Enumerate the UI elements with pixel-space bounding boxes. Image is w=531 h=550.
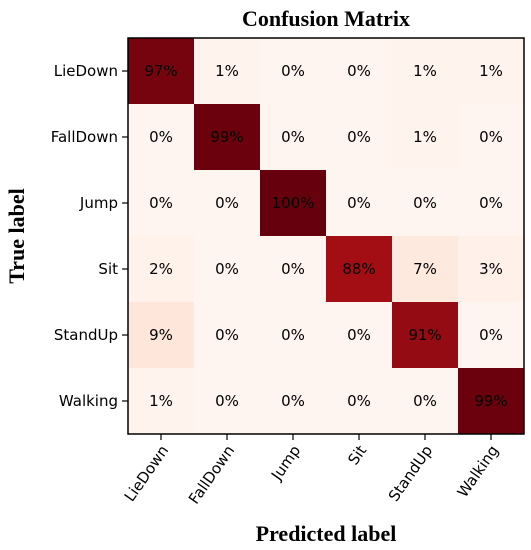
heatmap-cell: [260, 236, 327, 303]
cell-value-label: 0%: [215, 326, 239, 344]
x-axis-label: Predicted label: [256, 521, 397, 546]
cell-value-label: 0%: [281, 260, 305, 278]
heatmap-cell: [128, 236, 195, 303]
plot-frame: [127, 37, 525, 435]
heatmap-cell: [128, 368, 195, 435]
cell-value-label: 0%: [413, 194, 437, 212]
cell-value-label: 99%: [210, 128, 243, 146]
cell-value-label: 88%: [342, 260, 375, 278]
cell-value-label: 1%: [479, 62, 503, 80]
cell-value-label: 0%: [347, 326, 371, 344]
heatmap-cell: [458, 104, 525, 171]
heatmap-cell: [326, 104, 393, 171]
y-tick-label: Jump: [79, 194, 118, 212]
heatmap-cell: [326, 302, 393, 369]
heatmap-cell: [194, 302, 261, 369]
heatmap-cell: [392, 38, 459, 105]
heatmap-cell: [458, 368, 525, 435]
cell-value-label: 9%: [149, 326, 173, 344]
cell-value-label: 0%: [215, 392, 239, 410]
y-axis-label: True label: [4, 188, 29, 284]
cell-value-label: 1%: [215, 62, 239, 80]
x-tick-label: StandUp: [385, 442, 437, 505]
heatmap-cell: [260, 38, 327, 105]
y-tick-label: FallDown: [51, 128, 118, 146]
x-tick-label: Walking: [454, 442, 503, 501]
cell-value-label: 0%: [149, 128, 173, 146]
cell-value-label: 0%: [413, 392, 437, 410]
heatmap-cell: [458, 302, 525, 369]
cell-value-label: 0%: [347, 128, 371, 146]
heatmap-cell: [392, 302, 459, 369]
heatmap-cell: [194, 368, 261, 435]
cell-value-label: 7%: [413, 260, 437, 278]
heatmap-cells: [128, 38, 525, 435]
cell-value-label: 0%: [479, 326, 503, 344]
x-tick-label: FallDown: [185, 442, 238, 507]
x-tick-label: LieDown: [121, 442, 173, 505]
y-tick-label: StandUp: [54, 326, 118, 344]
x-axis-ticks: LieDown FallDown Jump Sit StandUp Walking: [121, 434, 503, 507]
x-tick-label: Sit: [344, 442, 370, 468]
cell-value-label: 3%: [479, 260, 503, 278]
x-tick-label: Jump: [267, 442, 304, 484]
cell-value-label: 97%: [144, 62, 177, 80]
heatmap-cell: [392, 170, 459, 237]
heatmap-cell: [194, 38, 261, 105]
heatmap-cell: [326, 170, 393, 237]
heatmap-cell: [326, 368, 393, 435]
heatmap-cell: [458, 236, 525, 303]
y-tick-label: Walking: [59, 392, 118, 410]
cell-value-label: 0%: [281, 392, 305, 410]
heatmap-cell: [326, 38, 393, 105]
cell-value-label: 0%: [281, 62, 305, 80]
heatmap-cell: [128, 170, 195, 237]
cell-value-label: 1%: [413, 128, 437, 146]
cell-value-label: 1%: [149, 392, 173, 410]
cell-value-label: 0%: [281, 128, 305, 146]
cell-value-label: 0%: [281, 326, 305, 344]
heatmap-cell: [194, 170, 261, 237]
cell-value-label: 0%: [347, 392, 371, 410]
heatmap-cell: [128, 104, 195, 171]
cell-value-label: 0%: [347, 194, 371, 212]
y-tick-label: LieDown: [54, 62, 118, 80]
heatmap-cell: [458, 38, 525, 105]
heatmap-cell: [194, 236, 261, 303]
heatmap-cell: [260, 170, 327, 237]
heatmap-cell: [260, 104, 327, 171]
cell-value-label: 2%: [149, 260, 173, 278]
cell-value-label: 99%: [474, 392, 507, 410]
cell-value-label: 0%: [347, 62, 371, 80]
heatmap-cell: [392, 104, 459, 171]
cell-value-label: 91%: [408, 326, 441, 344]
cell-value-label: 0%: [215, 194, 239, 212]
cell-value-label: 1%: [413, 62, 437, 80]
chart-title: Confusion Matrix: [242, 6, 410, 31]
cell-value-label: 0%: [215, 260, 239, 278]
y-axis-ticks: LieDown FallDown Jump Sit StandUp Walking: [51, 62, 128, 410]
y-tick-label: Sit: [98, 260, 118, 278]
heatmap-cell-labels: 97% 1% 0% 0% 1% 1% 0% 99% 0% 0% 1% 0% 0% 0% 100% 0% 0% 0%…: [144, 62, 507, 410]
cell-value-label: 0%: [479, 194, 503, 212]
cell-value-label: 100%: [272, 194, 315, 212]
heatmap-cell: [260, 302, 327, 369]
heatmap-cell: [458, 170, 525, 237]
heatmap-cell: [392, 236, 459, 303]
heatmap-cell: [326, 236, 393, 303]
heatmap-cell: [392, 368, 459, 435]
heatmap-cell: [128, 302, 195, 369]
heatmap-cell: [128, 38, 195, 105]
heatmap-cell: [260, 368, 327, 435]
cell-value-label: 0%: [149, 194, 173, 212]
cell-value-label: 0%: [479, 128, 503, 146]
heatmap-cell: [194, 104, 261, 171]
